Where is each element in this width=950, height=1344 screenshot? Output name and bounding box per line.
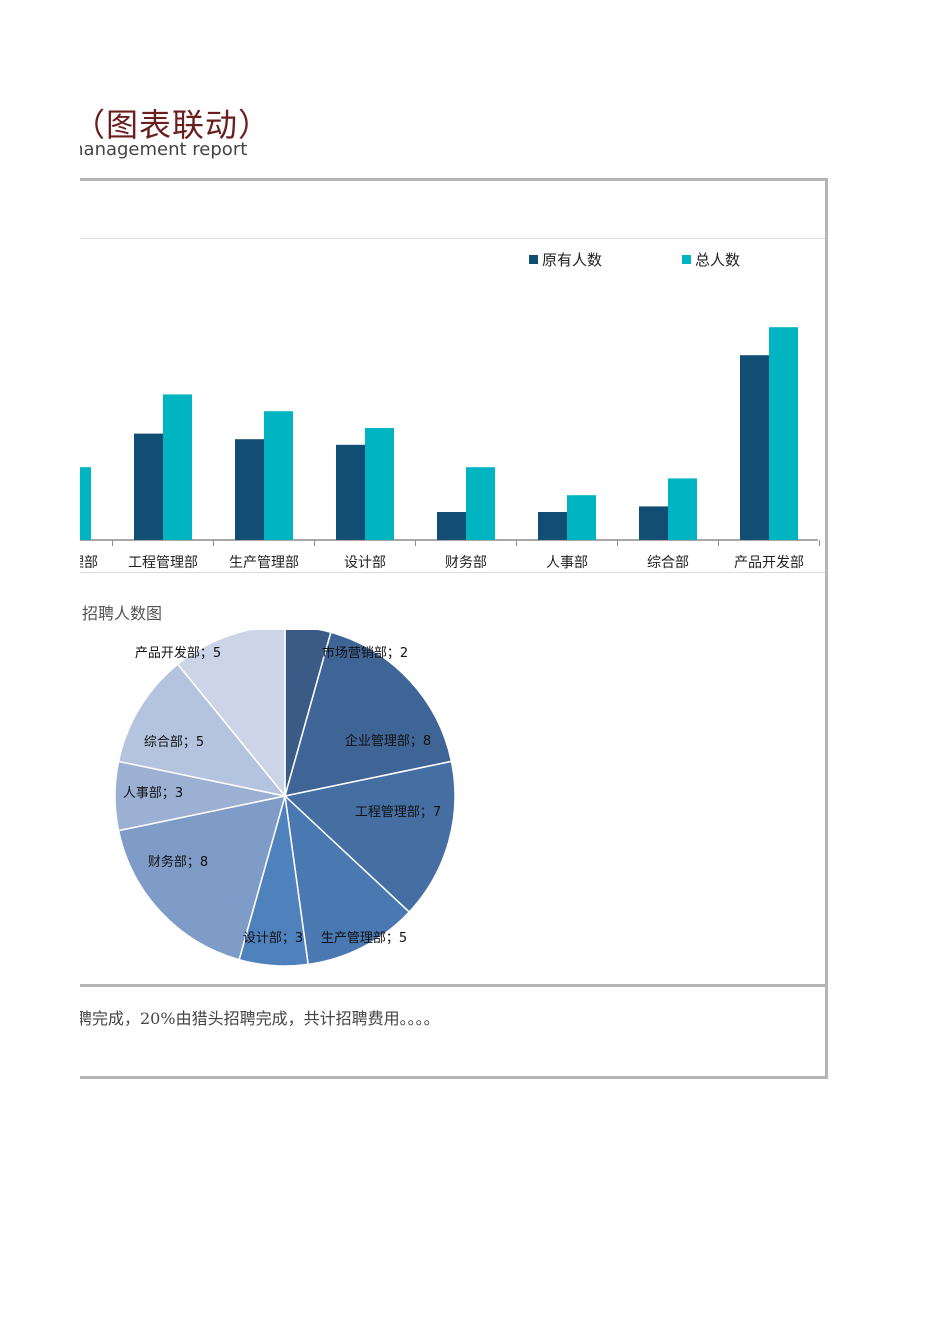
bar [163,394,192,540]
bar [740,355,769,540]
category-label: 理部 [80,555,98,571]
pie-slice [117,663,287,798]
bar [466,467,495,540]
bar [567,495,596,540]
report-panel [80,178,828,1079]
category-label: 人事部 [546,555,588,571]
category-label: 综合部 [647,555,689,571]
category-label: 生产管理部 [229,555,299,571]
pie-data-label: 产品开发部；5 [135,645,221,661]
bar [769,327,798,540]
summary-note: 聘完成，20%由猎头招聘完成，共计招聘费用。。。。 [80,1009,440,1028]
pie-data-label: 市场营销部；2 [322,645,408,661]
pie-slice [283,760,456,914]
report-viewport: 表（图表联动） management report 原有人数 总人数 理部工程管… [80,0,950,1344]
bar [336,444,365,540]
pie-data-label: 综合部；5 [144,735,204,750]
legend-item-total: 总人数 [682,249,740,270]
pie-slice [283,631,453,797]
bar [639,506,668,540]
divider [80,238,825,239]
pie-data-label: 企业管理部；8 [345,733,431,749]
bar [365,428,394,540]
category-label: 财务部 [445,555,487,571]
pie-chart: 市场营销部；2 企业管理部；8 工程管理部；7 生产管理部；5 设计部；3 财务部；8 人事… [114,630,456,967]
pie-chart-title: 招聘人数图 [82,604,163,623]
page-title: 表（图表联动） [80,106,272,144]
page-subtitle: management report [80,139,248,160]
legend-item-original: 原有人数 [529,249,602,270]
divider [80,984,828,987]
bar [668,478,697,540]
bar [80,467,91,540]
bar [264,411,293,540]
pie-data-label: 人事部；3 [123,786,183,801]
bar [437,512,466,540]
pie-slice [117,795,287,961]
category-label: 设计部 [344,555,386,571]
divider [80,572,825,573]
category-label: 工程管理部 [128,555,198,571]
bar [538,512,567,540]
pie-data-label: 生产管理部；5 [321,931,407,946]
pie-data-label: 设计部；3 [243,931,303,946]
legend-swatch-icon [682,255,691,264]
category-label: 产品开发部 [734,555,804,571]
pie-slice [176,630,286,799]
pie-slice [283,794,411,966]
bar [235,439,264,540]
pie-data-label: 工程管理部；7 [355,805,441,820]
bar-chart: 理部 工程管理部 生产管理部 设计部 财务部 人事部 综合部 产品开发部 [80,327,820,571]
legend-swatch-icon [529,255,538,264]
bar [134,433,163,540]
pie-data-label: 财务部；8 [148,854,208,870]
